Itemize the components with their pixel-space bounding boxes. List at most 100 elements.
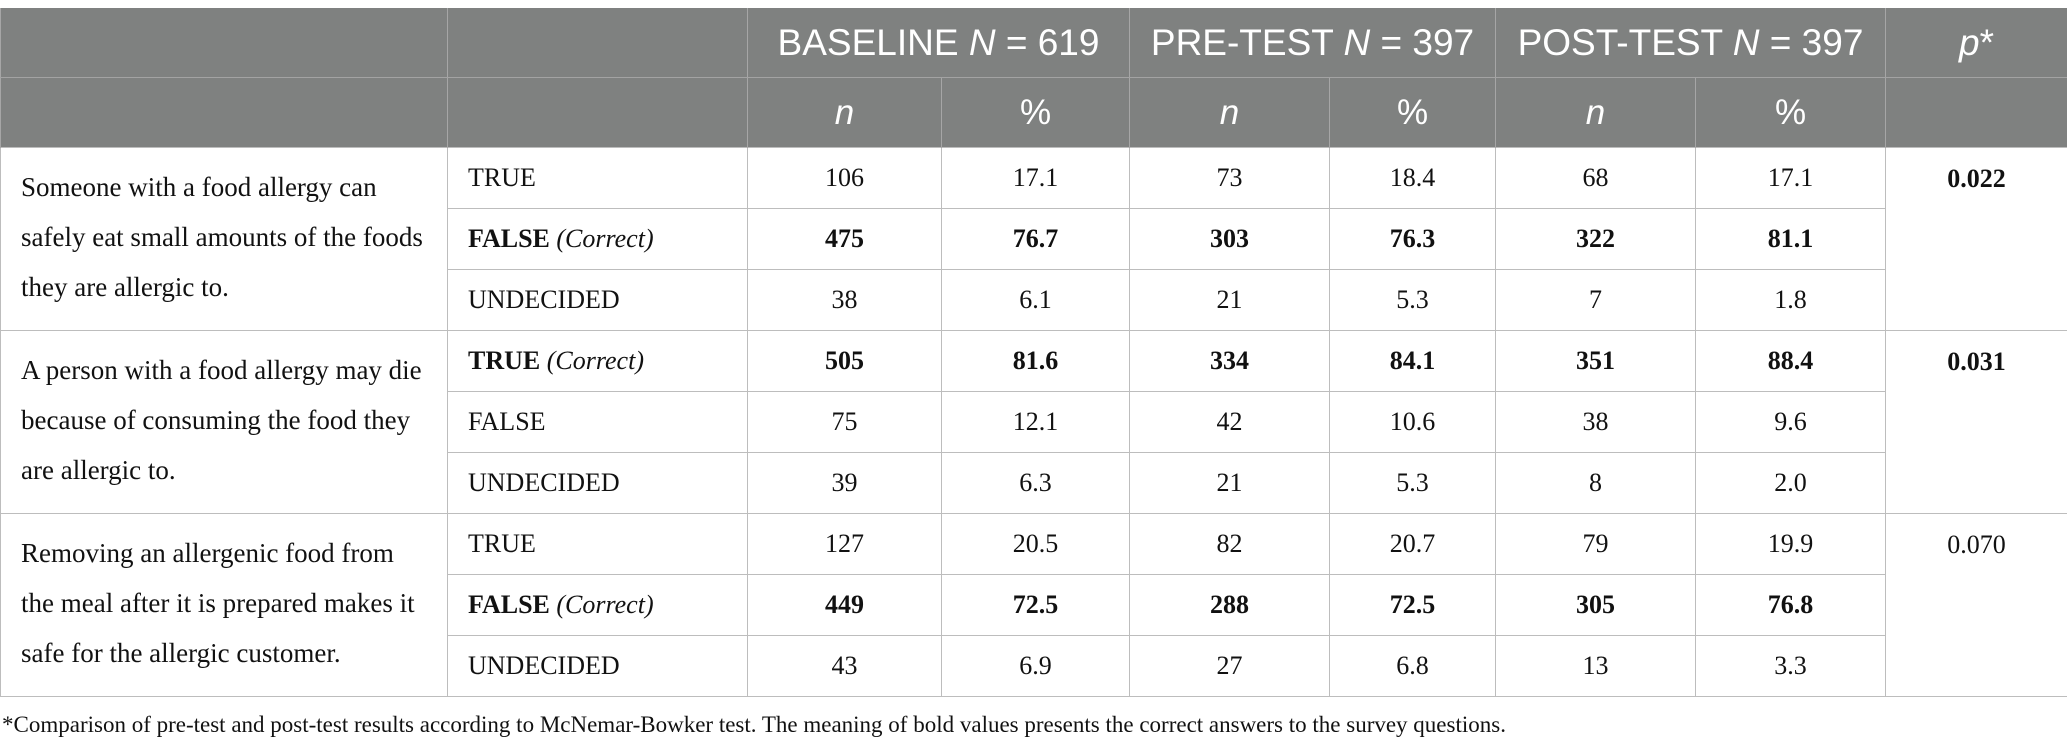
answer-label: UNDECIDED [468,651,620,680]
header-baseline: BASELINE N = 619 [747,8,1130,78]
value-cell: 1.8 [1695,269,1886,331]
value-cell: 288 [1129,574,1330,636]
answer-label: UNDECIDED [468,468,620,497]
subheader-empty-answer [447,77,748,148]
correct-note: (Correct) [540,346,644,375]
value-cell: 303 [1129,208,1330,270]
subheader-pre-pct: % [1329,77,1496,148]
value-cell: 6.8 [1329,635,1496,697]
answer-label: FALSE [468,407,546,436]
subheader-pre-n: n [1129,77,1330,148]
p-value-cell: 0.031 [1885,330,2067,514]
value-cell: 12.1 [941,391,1130,453]
value-cell: 38 [1495,391,1696,453]
subheader-post-n: n [1495,77,1696,148]
value-cell: 72.5 [1329,574,1496,636]
value-cell: 82 [1129,513,1330,575]
header-pre-test: PRE-TEST N = 397 [1129,8,1496,78]
value-cell: 39 [747,452,942,514]
answer-cell: TRUE (Correct) [447,330,748,392]
value-cell: 106 [747,147,942,209]
value-cell: 3.3 [1695,635,1886,697]
subheader-empty-question [0,77,448,148]
value-cell: 20.7 [1329,513,1496,575]
value-cell: 9.6 [1695,391,1886,453]
subheader-empty-p [1885,77,2067,148]
value-cell: 43 [747,635,942,697]
survey-table-container: BASELINE N = 619 PRE-TEST N = 397 POST-T… [0,8,2067,697]
correct-note: (Correct) [549,224,654,253]
value-cell: 76.3 [1329,208,1496,270]
value-cell: 6.9 [941,635,1130,697]
answer-cell: FALSE (Correct) [447,208,748,270]
subheader-baseline-pct: % [941,77,1130,148]
value-cell: 505 [747,330,942,392]
value-cell: 27 [1129,635,1330,697]
value-cell: 5.3 [1329,452,1496,514]
question-cell: Someone with a food allergy can safely e… [0,147,448,331]
value-cell: 84.1 [1329,330,1496,392]
value-cell: 72.5 [941,574,1130,636]
question-cell: Removing an allergenic food from the mea… [0,513,448,697]
table-row: FALSE (Correct) 449 72.5 288 72.5 305 76.8 [1,574,2067,636]
answer-cell: TRUE [447,147,748,209]
value-cell: 20.5 [941,513,1130,575]
answer-label: TRUE [468,529,536,558]
p-value-cell: 0.022 [1885,147,2067,331]
table-row: Removing an allergenic food from the mea… [0,513,2067,697]
subheader-post-pct: % [1695,77,1886,148]
header-row-sub: n % n % n % [0,77,2067,148]
value-cell: 21 [1129,452,1330,514]
value-cell: 2.0 [1695,452,1886,514]
value-cell: 127 [747,513,942,575]
header-p-value: p* [1885,8,2067,78]
answer-cell: UNDECIDED [447,269,748,331]
value-cell: 76.8 [1695,574,1886,636]
value-cell: 5.3 [1329,269,1496,331]
value-cell: 10.6 [1329,391,1496,453]
table-body: Someone with a food allergy can safely e… [0,147,2067,697]
header-empty-question [0,8,448,78]
value-cell: 13 [1495,635,1696,697]
value-cell: 21 [1129,269,1330,331]
subheader-baseline-n: n [747,77,942,148]
value-cell: 17.1 [1695,147,1886,209]
table-footnote: *Comparison of pre-test and post-test re… [2,712,1506,737]
value-cell: 7 [1495,269,1696,331]
header-row-groups: BASELINE N = 619 PRE-TEST N = 397 POST-T… [0,8,2067,78]
correct-note: (Correct) [549,590,654,619]
value-cell: 68 [1495,147,1696,209]
answer-label: FALSE [468,224,550,253]
value-cell: 75 [747,391,942,453]
answer-label: FALSE [468,590,550,619]
value-cell: 81.6 [941,330,1130,392]
value-cell: 351 [1495,330,1696,392]
value-cell: 18.4 [1329,147,1496,209]
answer-cell: UNDECIDED [447,635,748,697]
answer-label: UNDECIDED [468,285,620,314]
table-row: UNDECIDED 38 6.1 21 5.3 7 1.8 [1,269,2067,331]
value-cell: 73 [1129,147,1330,209]
value-cell: 81.1 [1695,208,1886,270]
header-empty-answer [447,8,748,78]
answer-cell: FALSE [447,391,748,453]
table-row: A person with a food allergy may die bec… [0,330,2067,514]
question-cell: A person with a food allergy may die bec… [0,330,448,514]
value-cell: 449 [747,574,942,636]
value-cell: 42 [1129,391,1330,453]
value-cell: 38 [747,269,942,331]
value-cell: 6.1 [941,269,1130,331]
table-row: UNDECIDED 39 6.3 21 5.3 8 2.0 [1,452,2067,514]
survey-results-table: BASELINE N = 619 PRE-TEST N = 397 POST-T… [0,8,2067,697]
answer-cell: FALSE (Correct) [447,574,748,636]
p-value-cell: 0.070 [1885,513,2067,697]
answer-cell: TRUE [447,513,748,575]
answer-label: TRUE [468,346,541,375]
value-cell: 76.7 [941,208,1130,270]
value-cell: 6.3 [941,452,1130,514]
table-row: FALSE 75 12.1 42 10.6 38 9.6 [1,391,2067,453]
value-cell: 19.9 [1695,513,1886,575]
value-cell: 305 [1495,574,1696,636]
answer-cell: UNDECIDED [447,452,748,514]
value-cell: 8 [1495,452,1696,514]
